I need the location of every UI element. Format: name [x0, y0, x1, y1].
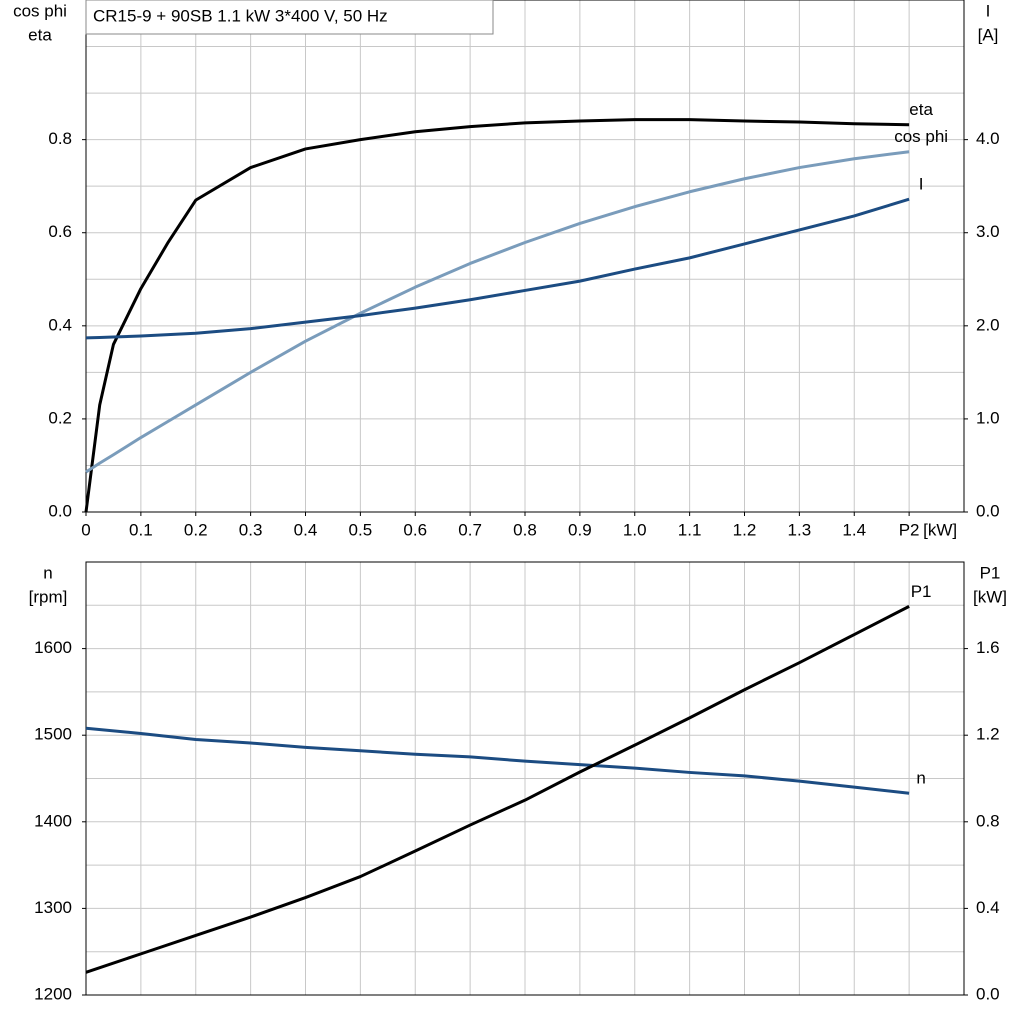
- x-tick-label: 1.0: [623, 520, 647, 539]
- y2-tick-label: 2.0: [976, 315, 1000, 334]
- series-label: n: [916, 769, 925, 788]
- plot-frame: [85, 561, 965, 996]
- x-tick-label: 0.3: [239, 520, 263, 539]
- series-line: [85, 605, 910, 974]
- x-tick-label: 1.3: [788, 520, 812, 539]
- y-tick-label: 1200: [34, 984, 72, 1003]
- y-tick-label: 0.4: [48, 315, 72, 334]
- x-tick-label: 0: [81, 520, 90, 539]
- series-line: [85, 726, 910, 795]
- y-axis-label: cos phi: [13, 1, 67, 20]
- y2-tick-label: 4.0: [976, 129, 1000, 148]
- y2-axis-label: P1: [980, 563, 1001, 582]
- x-tick-label: 0.2: [184, 520, 208, 539]
- y-axis-label: [rpm]: [29, 587, 68, 606]
- y-tick-label: 1500: [34, 725, 72, 744]
- series-label: I: [919, 175, 924, 194]
- x-tick-label: 0.1: [129, 520, 153, 539]
- y-axis-label: eta: [28, 25, 52, 44]
- y-tick-label: 0.2: [48, 408, 72, 427]
- chart-title: CR15-9 + 90SB 1.1 kW 3*400 V, 50 Hz: [93, 6, 388, 25]
- y2-tick-label: 1.0: [976, 408, 1000, 427]
- series-line: [85, 197, 910, 340]
- series-line: [85, 150, 910, 474]
- y2-tick-label: 0.4: [976, 898, 1000, 917]
- x-tick-label: P2: [899, 520, 920, 539]
- x-tick-label: 0.6: [403, 520, 427, 539]
- x-axis-unit: [kW]: [923, 520, 957, 539]
- y2-tick-label: 1.2: [976, 725, 1000, 744]
- y2-tick-label: 3.0: [976, 222, 1000, 241]
- x-tick-label: 0.8: [513, 520, 537, 539]
- x-tick-label: 1.1: [678, 520, 702, 539]
- y2-tick-label: 0.0: [976, 984, 1000, 1003]
- y2-tick-label: 0.0: [976, 501, 1000, 520]
- title-box: [85, 0, 494, 35]
- x-tick-label: 0.9: [568, 520, 592, 539]
- x-tick-label: 0.7: [458, 520, 482, 539]
- y2-tick-label: 0.8: [976, 811, 1000, 830]
- y-tick-label: 1600: [34, 638, 72, 657]
- y-tick-label: 0.8: [48, 129, 72, 148]
- series-label: P1: [911, 582, 932, 601]
- y2-axis-label: [A]: [978, 25, 999, 44]
- y-tick-label: 0.0: [48, 501, 72, 520]
- y-tick-label: 0.6: [48, 222, 72, 241]
- y2-axis-label: [kW]: [973, 587, 1007, 606]
- y2-axis-label: I: [986, 1, 991, 20]
- y-tick-label: 1300: [34, 898, 72, 917]
- x-tick-label: 1.2: [733, 520, 757, 539]
- x-tick-label: 0.4: [294, 520, 318, 539]
- x-tick-label: 1.4: [842, 520, 866, 539]
- series-label: cos phi: [894, 127, 948, 146]
- y-axis-label: n: [43, 563, 52, 582]
- y-tick-label: 1400: [34, 811, 72, 830]
- series-label: eta: [909, 100, 933, 119]
- series-line: [84, 118, 910, 513]
- y2-tick-label: 1.6: [976, 638, 1000, 657]
- x-tick-label: 0.5: [349, 520, 373, 539]
